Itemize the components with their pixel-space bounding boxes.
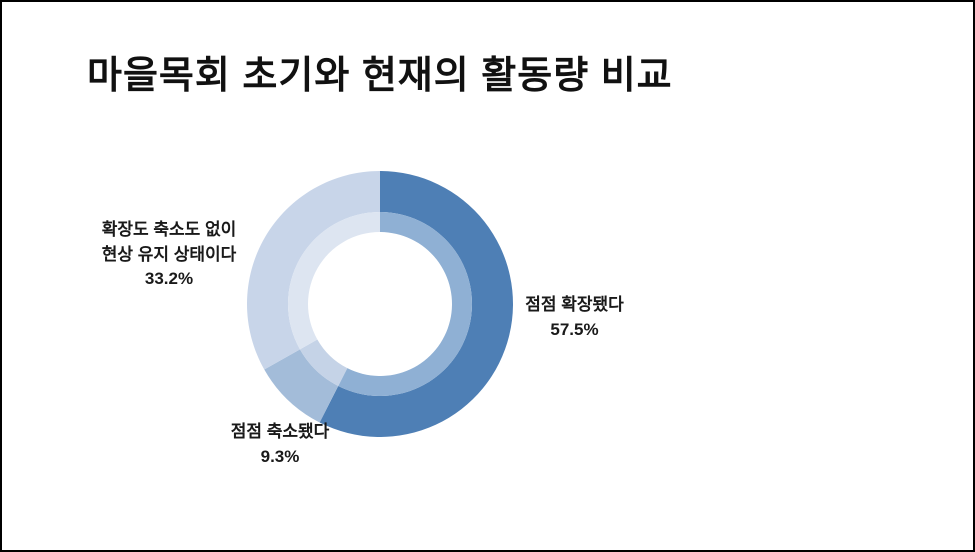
label-maintained-text-line1: 확장도 축소도 없이 <box>101 220 237 239</box>
donut-chart-svg <box>247 171 513 437</box>
donut-segment-1-outer <box>264 349 339 423</box>
donut-segment-2-inner <box>287 212 380 350</box>
donut-segment-0-outer <box>319 171 513 437</box>
label-expanded: 점점 확장됐다 57.5% <box>507 293 642 342</box>
label-reduced-value: 9.3% <box>260 446 300 466</box>
label-reduced-text: 점점 축소됐다 <box>230 422 330 441</box>
donut-segment-1-inner <box>299 339 348 386</box>
label-maintained-text-line2: 현상 유지 상태이다 <box>101 244 237 264</box>
label-maintained: 확장도 축소도 없이 현상 유지 상태이다 33.2% <box>74 218 264 292</box>
donut-segment-2-outer <box>247 171 380 370</box>
label-maintained-value: 33.2% <box>144 269 194 289</box>
label-reduced: 점점 축소됐다 9.3% <box>210 420 350 469</box>
page-title: 마을목회 초기와 현재의 활동량 비교 <box>87 55 673 97</box>
label-expanded-value: 57.5% <box>550 319 599 339</box>
label-expanded-text: 점점 확장됐다 <box>525 295 624 314</box>
donut-segment-0-inner <box>338 212 472 396</box>
